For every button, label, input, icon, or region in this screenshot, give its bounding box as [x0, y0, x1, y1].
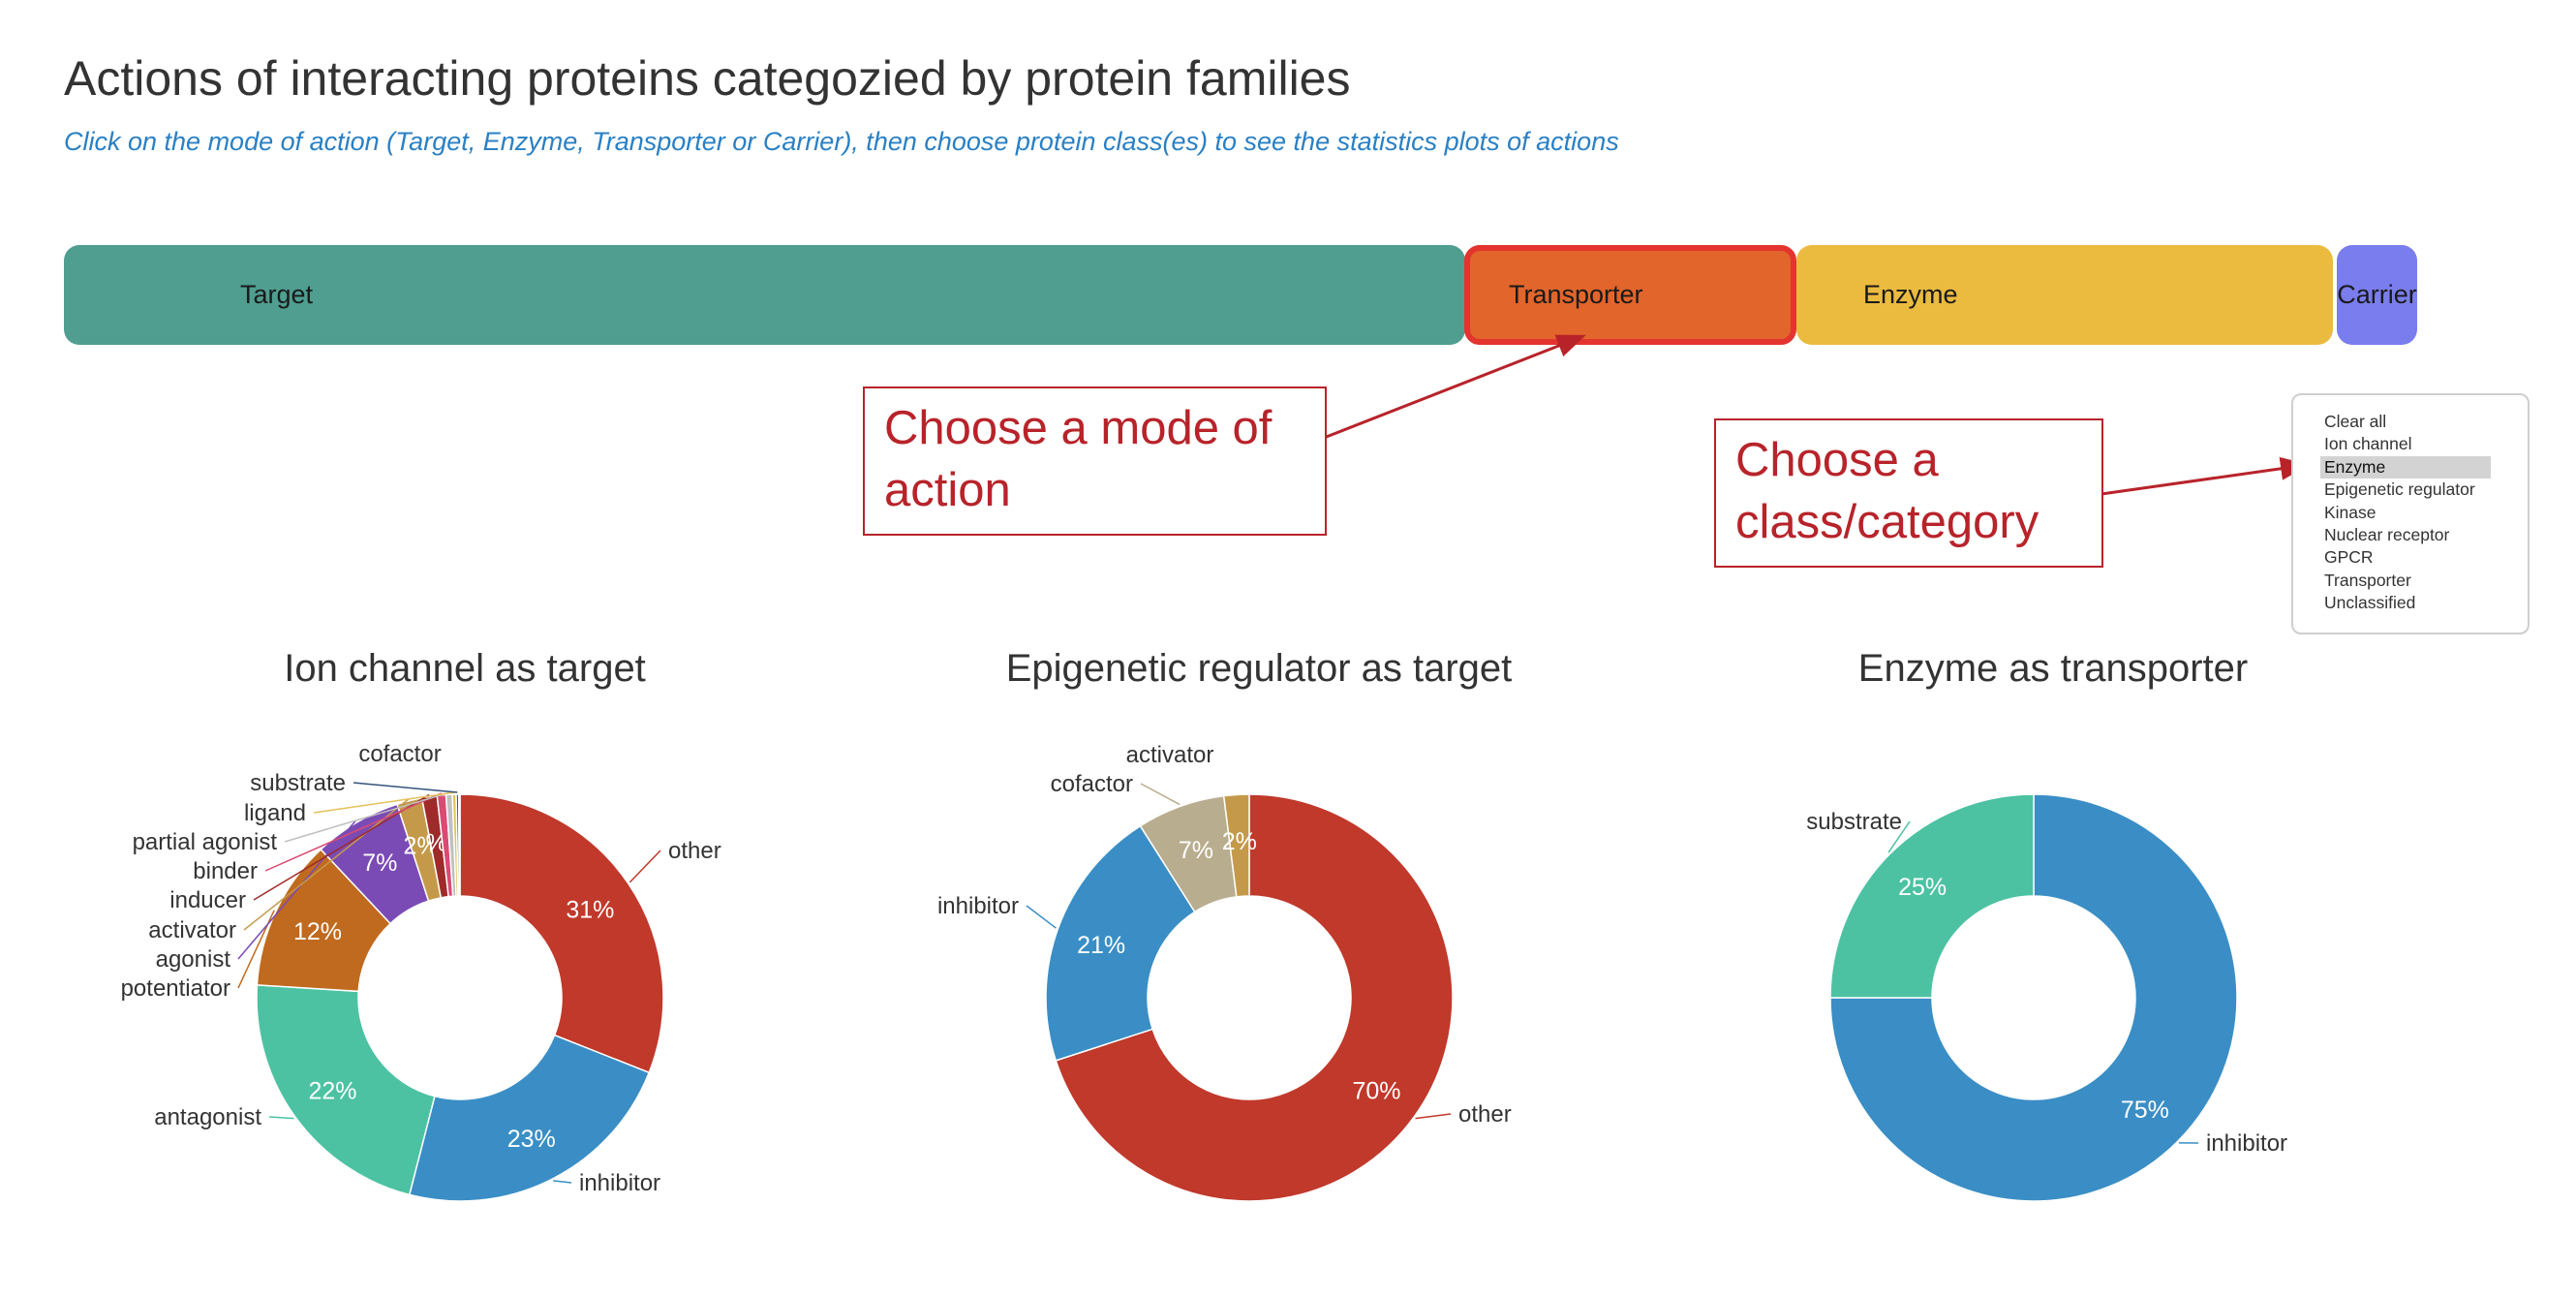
slice-leader-line [353, 782, 458, 793]
slice-percent-label: 75% [2121, 1097, 2169, 1124]
slice-percent-label: 70% [1352, 1078, 1400, 1105]
slice-leader-line [284, 791, 449, 843]
slice-name-label-binder: binder [193, 858, 258, 884]
slice-name-label-ligand: ligand [244, 800, 306, 826]
slice-name-label-inhibitor: inhibitor [2206, 1130, 2287, 1157]
mode-enzyme-segment[interactable]: Enzyme [1796, 245, 2333, 345]
slice-name-label-agonist: agonist [156, 946, 231, 973]
slice-percent-label: 7% [362, 850, 397, 877]
donut-slice-substrate[interactable] [1829, 793, 2035, 999]
slice-name-label-cofactor: cofactor [358, 741, 441, 767]
slice-leader-line [243, 798, 410, 931]
class-option-gpcr[interactable]: GPCR [2324, 547, 2374, 568]
class-option-kinase[interactable]: Kinase [2324, 502, 2377, 522]
slice-name-label-activator: activator [1126, 742, 1214, 768]
slice-leader-line [1140, 783, 1181, 806]
page-subtitle: Click on the mode of action (Target, Enz… [64, 127, 1619, 156]
donut-slice-activator[interactable] [1222, 793, 1250, 898]
slice-leader-line [268, 1116, 294, 1120]
slice-leader-line [264, 792, 443, 872]
mode-target-segment[interactable]: Target [64, 245, 1465, 345]
slice-leader-line [313, 791, 455, 814]
donut-slice-cofactor[interactable] [457, 793, 461, 897]
class-option-epigenetic-regulator[interactable]: Epigenetic regulator [2324, 479, 2475, 500]
slice-leader-line [1887, 820, 1911, 853]
slice-leader-line [1026, 905, 1057, 929]
mode-hint-text: Choose a mode of action [884, 402, 1273, 516]
donut-slice-other[interactable] [459, 793, 664, 1074]
slice-name-label-potentiator: potentiator [121, 975, 230, 1002]
class-option-unclassified[interactable]: Unclassified [2324, 593, 2416, 613]
slice-name-label-inhibitor: inhibitor [579, 1170, 660, 1196]
mode-carrier-segment[interactable]: Carrier [2337, 245, 2417, 345]
slice-percent-label: 21% [1077, 932, 1125, 959]
donut-slice-antagonist[interactable] [256, 984, 436, 1196]
donut-slice-inhibitor[interactable] [1045, 824, 1196, 1062]
class-option-enzyme[interactable]: Enzyme [2320, 455, 2491, 479]
slice-percent-label: 22% [309, 1078, 357, 1105]
slice-name-label-substrate: substrate [250, 770, 346, 796]
chart-title-epigenetic-regulator: Epigenetic regulator as target [1005, 647, 1513, 690]
slice-leader-line [237, 820, 356, 960]
mode-transporter-segment[interactable]: Transporter [1464, 245, 1796, 345]
slice-name-label-activator: activator [148, 917, 236, 943]
mode-target-label: Target [240, 280, 314, 309]
slice-name-label-substrate: substrate [1806, 809, 1902, 835]
slice-percent-label: 2% [1222, 828, 1257, 855]
slice-leader-line [629, 850, 661, 883]
mode-hint-box: Choose a mode of action [863, 386, 1327, 536]
slice-name-label-other: other [668, 838, 721, 864]
mode-transporter-label: Transporter [1509, 280, 1643, 309]
class-hint-box: Choose a class/category [1714, 418, 2103, 568]
slice-name-label-inhibitor: inhibitor [937, 893, 1019, 919]
class-option-clear-all[interactable]: Clear all [2324, 412, 2387, 431]
page-title: Actions of interacting proteins categozi… [64, 51, 1351, 106]
slice-name-label-cofactor: cofactor [1051, 771, 1133, 797]
donut-slice-other[interactable] [1055, 793, 1454, 1202]
slice-percent-label: 23% [507, 1126, 556, 1153]
slice-leader-line [553, 1180, 572, 1184]
class-option-nuclear-receptor[interactable]: Nuclear receptor [2324, 525, 2450, 545]
slice-name-label-partial-agonist: partial agonist [133, 829, 278, 855]
slice-percent-label: 12% [293, 918, 342, 945]
slice-percent-label: 31% [566, 897, 614, 924]
chart-title-enzyme: Enzyme as transporter [1857, 647, 2249, 690]
slice-name-label-other: other [1458, 1101, 1512, 1128]
slice-leader-line [1415, 1113, 1452, 1120]
slice-percent-label: 7% [1179, 837, 1213, 864]
mode-carrier-label: Carrier [2337, 280, 2417, 309]
slice-name-label-antagonist: antagonist [154, 1104, 261, 1130]
mode-of-action-bar: Target Transporter Enzyme Carrier [64, 245, 2417, 345]
class-option-transporter[interactable]: Transporter [2324, 570, 2411, 590]
class-option-ion-channel[interactable]: Ion channel [2324, 434, 2412, 454]
chart-title-ion-channel: Ion channel as target [284, 647, 646, 690]
class-hint-text: Choose a class/category [1735, 434, 2039, 548]
donut-slice-inhibitor[interactable] [1829, 793, 2238, 1202]
protein-class-listbox[interactable]: Clear all Ion channel Enzyme Epigenetic reg… [2291, 393, 2530, 634]
slice-name-label-inducer: inducer [169, 887, 246, 913]
slice-percent-label: 25% [1898, 874, 1947, 901]
donut-slice-inhibitor[interactable] [408, 1034, 651, 1202]
mode-enzyme-label: Enzyme [1863, 280, 1958, 309]
